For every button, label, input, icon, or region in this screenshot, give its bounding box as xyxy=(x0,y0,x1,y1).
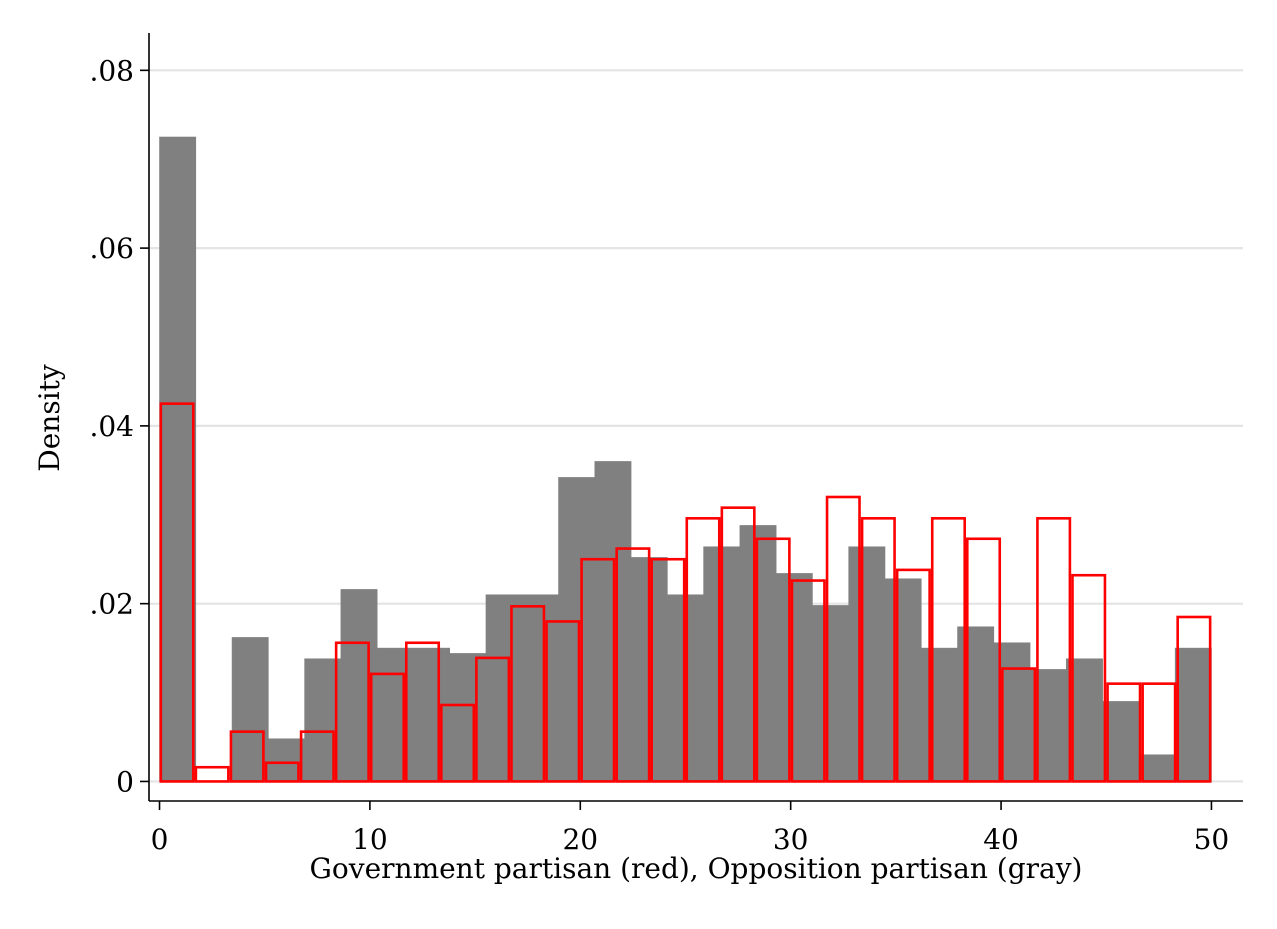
government-bar-17 xyxy=(755,537,791,783)
government-bar-19 xyxy=(825,495,861,783)
axis-ticks: 0 .02 .04 .06 .08 0 10 20 30 40 50 xyxy=(89,54,1229,856)
opposition-bar-27 xyxy=(1138,754,1176,782)
government-bar-7 xyxy=(404,641,441,783)
x-tick-label-4: 40 xyxy=(983,823,1019,856)
opposition-partisan-bars xyxy=(159,136,1212,782)
opposition-bar-17 xyxy=(775,573,813,782)
government-bar-8 xyxy=(440,703,476,783)
opposition-bar-20 xyxy=(884,578,922,782)
government-bar-1 xyxy=(194,765,230,783)
x-axis-label: Government partisan (red), Opposition pa… xyxy=(310,852,1083,885)
x-tick-label-1: 10 xyxy=(352,823,388,856)
government-bar-10 xyxy=(510,605,546,783)
government-bar-23 xyxy=(965,537,1002,783)
opposition-bar-7 xyxy=(413,647,451,782)
x-tick-label-0: 0 xyxy=(151,823,169,856)
government-bar-11 xyxy=(545,620,581,783)
government-bar-3 xyxy=(264,761,300,783)
government-bar-13 xyxy=(615,547,651,783)
government-bar-29 xyxy=(1176,615,1212,783)
opposition-bar-6 xyxy=(376,647,414,782)
government-bar-14 xyxy=(650,557,686,783)
opposition-bar-10 xyxy=(521,594,559,782)
government-bar-18 xyxy=(790,579,826,783)
opposition-bar-8 xyxy=(449,653,487,782)
government-bar-6 xyxy=(369,672,405,783)
government-bar-20 xyxy=(860,517,896,783)
government-bar-27 xyxy=(1106,682,1142,783)
government-bar-5 xyxy=(334,641,370,783)
government-bar-12 xyxy=(580,557,616,783)
y-tick-label-1: .02 xyxy=(89,588,134,621)
government-bar-26 xyxy=(1071,573,1107,783)
government-bar-4 xyxy=(299,730,335,783)
opposition-bar-21 xyxy=(920,647,958,782)
government-bar-28 xyxy=(1141,682,1177,783)
x-tick-label-5: 50 xyxy=(1194,823,1230,856)
government-bar-2 xyxy=(229,730,265,783)
y-axis-label: Density xyxy=(33,364,66,472)
opposition-bar-9 xyxy=(485,594,523,782)
government-bar-25 xyxy=(1036,517,1072,783)
government-bar-22 xyxy=(930,517,967,783)
government-bar-0 xyxy=(159,402,195,783)
axes xyxy=(148,33,1243,802)
government-bar-9 xyxy=(475,656,511,783)
government-bar-15 xyxy=(685,517,721,783)
government-bar-21 xyxy=(895,568,931,783)
opposition-bar-11 xyxy=(558,477,596,782)
opposition-bar-18 xyxy=(812,605,849,782)
y-tick-label-4: .08 xyxy=(89,54,134,87)
government-bar-24 xyxy=(1001,667,1037,783)
government-bar-16 xyxy=(720,506,756,783)
opposition-bar-22 xyxy=(957,626,995,782)
opposition-bar-0 xyxy=(159,136,197,782)
opposition-bar-19 xyxy=(848,546,886,782)
x-tick-label-3: 30 xyxy=(773,823,809,856)
opposition-bar-28 xyxy=(1174,647,1212,782)
y-tick-label-3: .06 xyxy=(89,232,134,265)
y-tick-label-0: 0 xyxy=(116,765,134,798)
y-tick-label-2: .04 xyxy=(89,410,134,443)
x-tick-label-2: 20 xyxy=(562,823,598,856)
government-partisan-bars xyxy=(159,402,1212,783)
